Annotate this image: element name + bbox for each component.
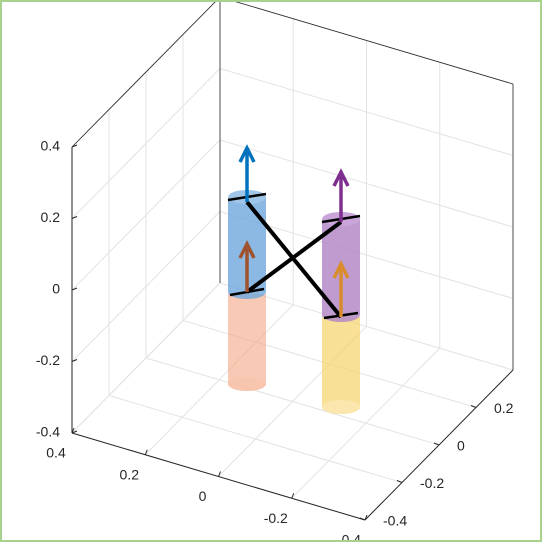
grid-line [219,139,514,228]
box-edge [71,2,216,148]
y-tick-label: 0 [457,438,465,454]
y-tick [470,405,477,408]
arrow-head [238,144,256,163]
z-tick [71,216,78,219]
z-tick-label: 0.4 [41,138,61,154]
grid-line [71,68,221,219]
x-tick [144,449,148,455]
grid-line [71,282,221,434]
z-tick [71,359,78,362]
grid-line [71,139,221,291]
x-tick-label: 0.2 [120,466,140,482]
grid-line [145,357,440,446]
x-tick-label: -0.4 [337,532,361,540]
y-tick-label: -0.4 [383,513,407,529]
y-tick [396,480,403,483]
x-tick-label: 0 [199,488,207,504]
cylinder [322,317,360,414]
x-tick [218,471,221,477]
x-tick [71,427,75,434]
y-tick-label: -0.2 [420,475,444,491]
z-tick [71,144,78,148]
grid-line [71,211,221,362]
x-tick-label: 0.4 [46,445,66,461]
grid-line [219,68,514,156]
cylinder-cap [322,400,360,414]
cylinder-cap [228,377,266,391]
link [245,200,343,319]
y-tick [359,517,366,521]
arrow-head [332,260,350,279]
arrows [238,144,350,317]
z-tick [71,287,78,291]
x-tick [364,514,368,521]
grid-line [219,282,514,371]
z-tick-label: 0.2 [41,209,61,225]
arrow-head [238,240,256,259]
y-tick [433,442,440,446]
box-edge [235,2,514,85]
z-tick-label: 0 [52,281,60,297]
grid-line [108,395,403,483]
z-tick-label: -0.2 [36,352,60,368]
z-tick-label: -0.4 [36,424,60,440]
cylinder [228,294,266,391]
arrow-head [332,168,350,187]
z-tick [71,430,78,434]
x-tick-label: -0.2 [264,510,288,526]
axes-box: 0.4 0.2 0 -0.2 -0.4 -0.4 -0.2 0 0.2 -0.4 -0.2 0 0.2 0… [36,2,514,540]
y-tick-label: 0.2 [494,400,514,416]
x-tick [291,493,295,499]
